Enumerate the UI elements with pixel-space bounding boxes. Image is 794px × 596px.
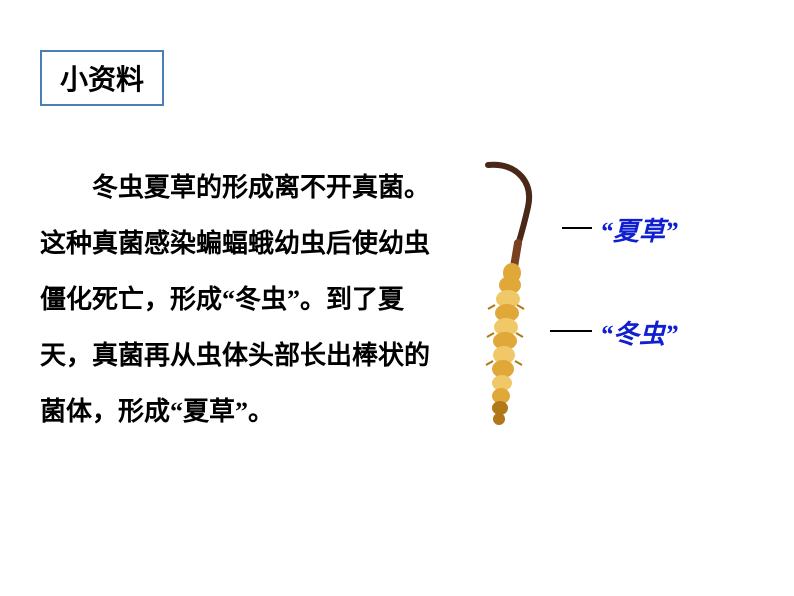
- body-paragraph: 冬虫夏草的形成离不开真菌。这种真菌感染蝙蝠蛾幼虫后使幼虫僵化死亡，形成“冬虫”。…: [40, 160, 440, 439]
- info-box: 小资料: [40, 50, 164, 106]
- callout-line-winter: [550, 330, 592, 332]
- cordyceps-diagram: “夏草” “冬虫”: [470, 155, 750, 455]
- callout-line-summer: [562, 227, 592, 229]
- info-box-label: 小资料: [60, 64, 144, 95]
- cordyceps-illustration: [460, 155, 580, 445]
- callout-label-summer: “夏草”: [600, 211, 678, 248]
- callout-label-winter: “冬虫”: [600, 314, 678, 351]
